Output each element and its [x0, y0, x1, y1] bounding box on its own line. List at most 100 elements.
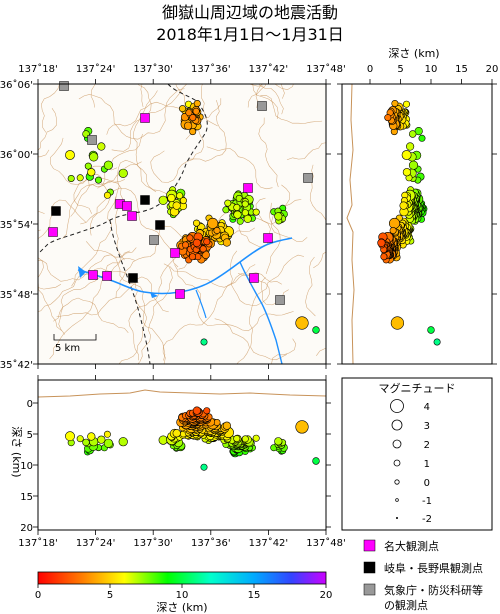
side-depth-tick-2: 10: [425, 64, 438, 75]
nagoya-station-marker: [170, 248, 180, 258]
earthquake-marker: [274, 437, 283, 446]
earthquake-marker: [87, 168, 96, 177]
earthquake-marker: [186, 234, 194, 242]
gifu-station-marker: [51, 206, 61, 216]
bottom-depth-tick-1: 5: [27, 430, 33, 441]
mag-label-3: 3: [424, 421, 430, 432]
earthquake-marker: [243, 214, 252, 223]
magnitude-legend: マグニチュード 4 3 2 1 0 -1 -2: [341, 377, 493, 531]
mag-label-2: 2: [424, 440, 430, 451]
earthquake-marker: [67, 175, 75, 183]
earthquake-marker: [295, 316, 309, 330]
contour-line: [247, 84, 267, 108]
contour-line: [280, 84, 285, 99]
contour-line: [137, 263, 173, 364]
nagoya-station-marker: [48, 227, 58, 237]
contour-line: [89, 187, 179, 268]
contour-line: [162, 264, 256, 364]
gifu-station-marker: [128, 273, 138, 283]
earthquake-marker: [76, 174, 84, 182]
nagoya-station-marker: [122, 201, 132, 211]
contour-line: [309, 164, 326, 269]
earthquake-marker: [380, 253, 388, 261]
jma-station-marker: [87, 135, 97, 145]
colorbar-tick-4: 20: [320, 590, 333, 601]
scale-label: 5 km: [55, 343, 80, 354]
side-depth-title: 深さ (km): [388, 47, 439, 60]
earthquake-marker: [312, 457, 320, 465]
earthquake-marker: [192, 238, 201, 247]
contour-line: [106, 101, 180, 135]
earthquake-marker: [200, 338, 208, 346]
contour-line: [187, 100, 227, 162]
bottom-lon-tick-4: 137˚42': [249, 537, 289, 549]
earthquake-marker: [179, 105, 187, 113]
earthquake-marker: [189, 128, 197, 136]
map-lon-tick-1: 137˚24': [76, 63, 116, 75]
topographic-contours: [38, 84, 326, 364]
earthquake-marker: [172, 201, 181, 210]
earthquake-marker: [103, 191, 111, 199]
contour-line: [97, 133, 143, 189]
mag-minus1-circle: [395, 498, 399, 502]
earthquake-marker: [193, 219, 201, 227]
earthquake-marker: [199, 245, 207, 253]
contour-line: [150, 84, 187, 114]
bottom-depth-ylabel: 深さ (km): [10, 426, 23, 477]
jma-station-swatch: [363, 583, 376, 596]
earthquake-marker: [224, 199, 232, 207]
earthquake-marker: [241, 200, 249, 208]
earthquake-marker: [65, 150, 75, 160]
earthquake-marker: [95, 176, 103, 184]
side-earthquakes: [377, 100, 441, 346]
contour-line: [53, 297, 129, 333]
bottom-depth-tick-3: 15: [20, 492, 33, 503]
rivers: [77, 237, 293, 364]
contour-line: [286, 142, 326, 161]
nagoya-station-marker: [243, 183, 253, 193]
earthquake-marker: [433, 338, 441, 346]
mag-label-1: 1: [424, 459, 430, 470]
mag-minus2-circle: [395, 516, 399, 520]
bottom-ticks: [33, 375, 331, 535]
contour-line: [38, 229, 62, 331]
contour-line: [113, 159, 157, 210]
mag-label-minus2: -2: [422, 514, 432, 525]
earthquake-marker: [87, 432, 96, 441]
nagoya-station-swatch: [363, 539, 376, 552]
nagoya-station-marker: [249, 273, 259, 283]
mag-0-circle: [394, 479, 400, 485]
earthquake-marker: [241, 209, 249, 217]
earthquake-marker: [193, 100, 201, 108]
contour-line: [50, 137, 126, 185]
earthquake-marker: [192, 406, 201, 415]
earthquake-marker: [97, 435, 106, 444]
earthquake-marker: [402, 168, 412, 177]
earthquake-marker: [213, 227, 221, 235]
earthquake-marker: [252, 208, 260, 216]
earthquake-marker: [182, 241, 190, 249]
colorbar-tick-2: 10: [176, 590, 189, 601]
bottom-depth-tick-4: 20: [20, 523, 33, 534]
contour-line: [58, 250, 131, 335]
earthquake-marker: [233, 203, 241, 211]
jma-station-marker: [257, 101, 267, 111]
bottom-topography-line: [37, 389, 327, 398]
nagoya-station-marker: [140, 113, 150, 123]
side-depth-tick-1: 5: [397, 64, 403, 75]
contour-line: [206, 146, 273, 190]
earthquake-marker: [97, 142, 106, 151]
earthquake-marker: [252, 434, 260, 442]
colorbar-label: 深さ (km): [156, 601, 207, 614]
earthquake-marker: [65, 431, 75, 442]
map-lon-tick-4: 137˚42': [249, 63, 289, 75]
earthquake-marker: [408, 160, 419, 170]
contour-line: [118, 280, 148, 364]
jma-station-marker: [275, 295, 285, 305]
contour-line: [174, 264, 294, 332]
bottom-lon-tick-3: 137˚36': [191, 537, 231, 549]
earthquake-marker: [189, 253, 197, 261]
side-depth-tick-4: 20: [486, 64, 499, 75]
gifu-station-marker: [155, 220, 165, 230]
map-lat-tick-4: 35˚42': [0, 359, 33, 371]
